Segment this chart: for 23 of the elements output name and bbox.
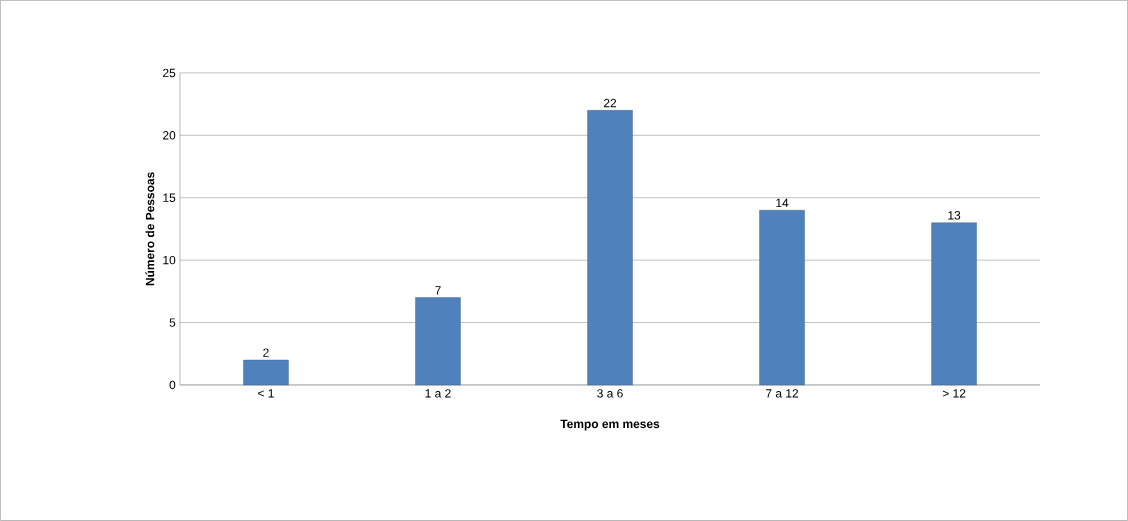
x-tick-label: 3 a 6 bbox=[597, 389, 623, 398]
y-tick-label: 20 bbox=[163, 131, 176, 140]
x-axis-title: Tempo em meses bbox=[560, 419, 660, 431]
y-tick-label: 5 bbox=[169, 318, 176, 327]
y-tick-label: 15 bbox=[163, 193, 176, 202]
data-label: 14 bbox=[776, 198, 789, 208]
y-tick-label: 25 bbox=[163, 68, 176, 78]
bar bbox=[759, 210, 805, 386]
bar bbox=[587, 110, 633, 386]
data-label: 7 bbox=[435, 286, 441, 295]
x-tick-label: 7 a 12 bbox=[766, 389, 799, 398]
y-tick-label: 10 bbox=[163, 255, 176, 265]
y-axis-title: Número de Pessoas bbox=[145, 172, 155, 286]
y-tick-label: 0 bbox=[169, 380, 176, 390]
data-label: 2 bbox=[263, 348, 269, 357]
x-tick-label: < 1 bbox=[258, 389, 274, 398]
data-label: 22 bbox=[603, 98, 617, 108]
bar bbox=[243, 359, 289, 386]
bar bbox=[415, 297, 461, 386]
bar bbox=[931, 222, 977, 386]
x-tick-label: > 12 bbox=[942, 389, 966, 398]
x-tick-label: 1 a 2 bbox=[425, 389, 451, 398]
data-label: 13 bbox=[948, 211, 961, 220]
